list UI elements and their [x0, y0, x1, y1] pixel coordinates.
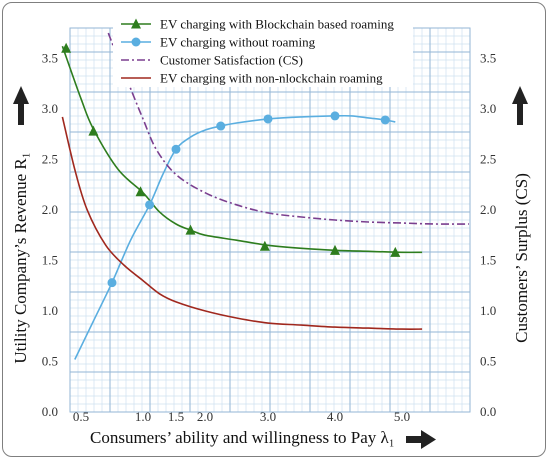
y-tick-label-right: 2.0 [480, 202, 496, 217]
series-line [61, 116, 423, 330]
data-point [259, 240, 270, 251]
data-point [263, 114, 273, 124]
legend-item: EV charging with non-nlockchain roaming [121, 71, 383, 86]
data-point [390, 246, 401, 257]
y-tick-label-right: 3.5 [480, 50, 496, 65]
data-point [145, 200, 155, 210]
data-point [330, 244, 340, 255]
y-tick-label-left: 3.5 [42, 50, 58, 65]
x-axis-label: Consumers’ ability and willingness to Pa… [90, 428, 395, 447]
series-1 [61, 42, 423, 257]
y-tick-label-right: 3.0 [480, 101, 496, 116]
x-tick-label: 4.0 [327, 409, 343, 424]
series-4 [61, 116, 423, 330]
y-tick-label-left: 2.5 [42, 151, 58, 166]
y-tick-label-right: 0.0 [480, 404, 496, 419]
data-point [216, 121, 226, 131]
right-up-arrow-icon [512, 86, 528, 125]
legend-label: EV charging with non-nlockchain roaming [160, 71, 383, 86]
data-point [88, 125, 99, 136]
data-point [171, 144, 181, 154]
x-tick-label: 0.5 [73, 409, 89, 424]
x-tick-label: 5.0 [394, 409, 410, 424]
series-line [74, 114, 396, 360]
legend-label: EV charging with Blockchain based roamin… [160, 17, 394, 32]
y-axis-label-left: Utility Company’s Revenue R₁ [11, 152, 30, 363]
legend-label: Customer Satisfaction (CS) [160, 53, 303, 68]
data-point [135, 186, 146, 197]
y-tick-label-left: 0.0 [42, 404, 58, 419]
y-tick-label-left: 1.0 [42, 303, 58, 318]
legend-swatch-marker [131, 37, 141, 47]
x-tick-label: 3.0 [260, 409, 276, 424]
data-point [61, 42, 72, 53]
legend-item: Customer Satisfaction (CS) [121, 53, 303, 68]
major-grid [69, 27, 471, 413]
y-tick-label-right: 0.5 [480, 353, 496, 368]
y-tick-label-right: 2.5 [480, 151, 496, 166]
x-tick-label: 2.0 [197, 409, 213, 424]
legend-item: EV charging with Blockchain based roamin… [121, 17, 394, 32]
x-right-arrow-icon [406, 430, 436, 449]
legend: EV charging with Blockchain based roamin… [113, 14, 413, 87]
legend-item: EV charging without roaming [121, 35, 316, 50]
y-tick-label-right: 1.5 [480, 252, 496, 267]
data-point [185, 224, 196, 235]
x-axis-ticks: 0.5 1.0 1.5 2.0 3.0 4.0 5.0 [73, 409, 410, 424]
x-tick-label: 1.5 [168, 409, 184, 424]
series-line [107, 32, 470, 225]
series-layer [61, 32, 470, 360]
legend-background [113, 14, 413, 87]
x-tick-label: 1.0 [135, 409, 151, 424]
y-tick-label-right: 1.0 [480, 303, 496, 318]
y-tick-label-left: 1.5 [42, 252, 58, 267]
left-axis-ticks: 0.0 0.5 1.0 1.5 2.0 2.5 3.0 3.5 [42, 50, 58, 419]
legend-label: EV charging without roaming [160, 35, 316, 50]
y-tick-label-left: 0.5 [42, 353, 58, 368]
right-axis-ticks: 0.0 0.5 1.0 1.5 2.0 2.5 3.0 3.5 [480, 50, 496, 419]
y-tick-label-left: 3.0 [42, 101, 58, 116]
data-point [330, 111, 340, 121]
y-axis-label-right: Customers’ Surplus (CS) [512, 173, 531, 343]
data-point [380, 115, 390, 125]
left-up-arrow-icon [13, 86, 29, 125]
series-2 [74, 111, 396, 360]
legend-swatch-marker [131, 18, 141, 29]
data-point [107, 278, 117, 288]
series-line [61, 45, 423, 254]
series-3 [107, 32, 470, 225]
y-tick-label-left: 2.0 [42, 202, 58, 217]
